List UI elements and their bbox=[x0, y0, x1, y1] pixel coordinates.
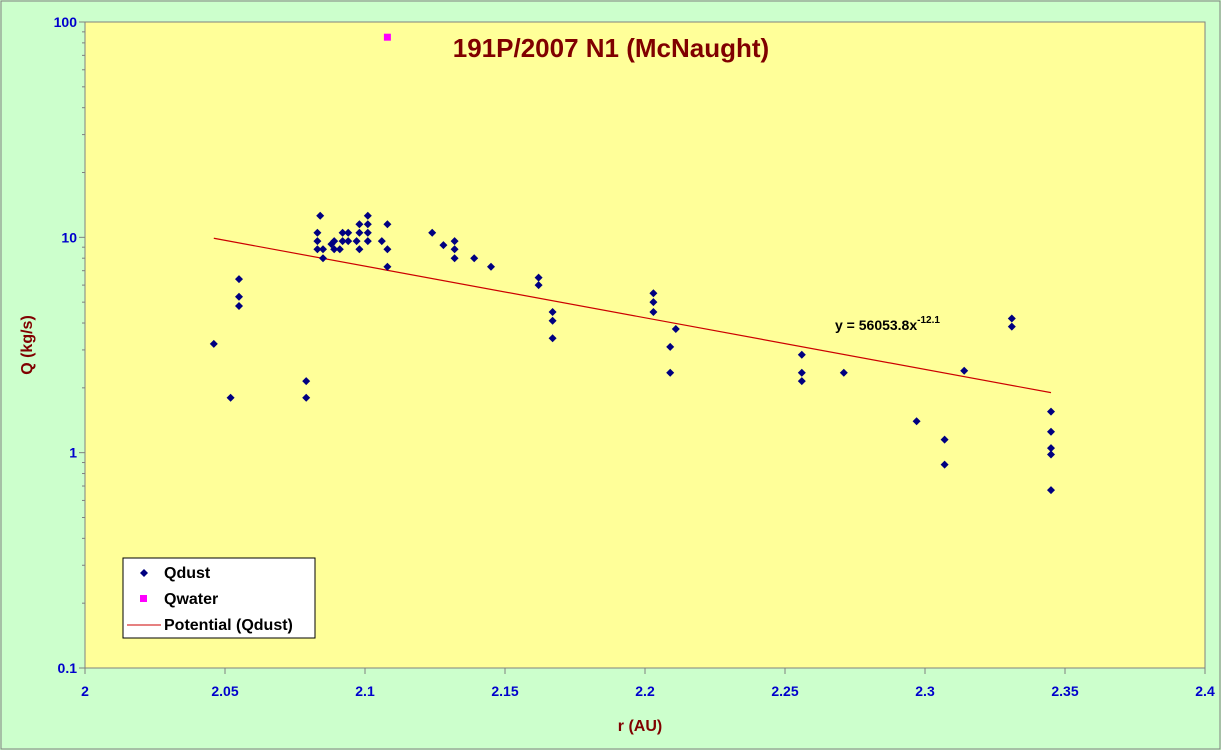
y-axis-title: Q (kg/s) bbox=[19, 315, 36, 375]
y-tick-label: 100 bbox=[54, 14, 78, 30]
x-tick-label: 2.15 bbox=[491, 683, 518, 699]
qdust-point bbox=[344, 228, 353, 237]
legend-qdust-label: Qdust bbox=[164, 565, 211, 582]
qdust-point bbox=[534, 273, 543, 282]
x-tick-label: 2.35 bbox=[1051, 683, 1078, 699]
qdust-point bbox=[383, 245, 392, 254]
qdust-point bbox=[1047, 427, 1055, 436]
legend-qwater-marker bbox=[140, 595, 147, 602]
qdust-point bbox=[235, 292, 243, 301]
qdust-point bbox=[344, 237, 353, 246]
qdust-point bbox=[1007, 314, 1016, 323]
qdust-point bbox=[666, 342, 675, 351]
qdust-point bbox=[534, 281, 543, 290]
y-tick-label: 10 bbox=[61, 229, 77, 245]
qdust-point bbox=[226, 393, 235, 402]
qdust-point bbox=[960, 366, 969, 375]
qdust-point bbox=[1047, 486, 1055, 495]
x-tick-label: 2.1 bbox=[355, 683, 375, 699]
qdust-point bbox=[338, 228, 347, 237]
qdust-point bbox=[338, 237, 347, 246]
qdust-point bbox=[383, 220, 392, 229]
qdust-point bbox=[797, 350, 806, 359]
qdust-point bbox=[649, 308, 658, 317]
x-tick-label: 2 bbox=[81, 683, 89, 699]
x-tick-label: 2.4 bbox=[1195, 683, 1215, 699]
qdust-point bbox=[235, 301, 243, 310]
qwater-point bbox=[383, 33, 391, 41]
x-tick-label: 2.3 bbox=[915, 683, 935, 699]
chart-title: 191P/2007 N1 (McNaught) bbox=[453, 33, 769, 63]
points-layer bbox=[209, 33, 1055, 495]
x-tick-label: 2.05 bbox=[211, 683, 238, 699]
qdust-point bbox=[548, 334, 557, 343]
qdust-point bbox=[352, 237, 361, 246]
y-tick-label: 0.1 bbox=[58, 660, 78, 676]
qdust-point bbox=[839, 368, 848, 377]
qdust-point bbox=[1047, 450, 1055, 459]
qdust-point bbox=[363, 228, 372, 237]
qdust-point bbox=[363, 237, 372, 246]
legend-qdust-marker bbox=[140, 569, 148, 577]
trendline-equation-exponent: -12.1 bbox=[917, 315, 940, 326]
qdust-point bbox=[209, 339, 218, 348]
qdust-point bbox=[302, 377, 311, 386]
qdust-point bbox=[313, 237, 322, 246]
qdust-point bbox=[313, 228, 322, 237]
x-tick-label: 2.25 bbox=[771, 683, 798, 699]
qdust-point bbox=[355, 245, 364, 254]
legend-qwater-label: Qwater bbox=[164, 591, 218, 608]
qdust-point bbox=[797, 377, 806, 386]
qdust-point bbox=[797, 368, 806, 377]
qdust-point bbox=[319, 254, 327, 263]
x-axis-title: r (AU) bbox=[618, 718, 662, 735]
qdust-point bbox=[363, 220, 372, 229]
y-tick-label: 1 bbox=[69, 445, 77, 461]
qdust-point bbox=[548, 308, 557, 317]
qdust-point bbox=[439, 241, 448, 250]
qdust-point bbox=[649, 289, 658, 298]
qdust-point bbox=[470, 254, 479, 263]
qdust-point bbox=[450, 245, 459, 254]
qdust-point bbox=[940, 460, 949, 469]
qdust-point bbox=[302, 393, 311, 402]
qdust-point bbox=[335, 245, 344, 254]
qdust-point bbox=[355, 228, 364, 237]
y-axis: 0.1 1 10 100 bbox=[54, 14, 85, 676]
qdust-point bbox=[450, 254, 459, 263]
x-axis: 2 2.05 2.1 2.15 2.2 2.25 2.3 2.35 2.4 bbox=[81, 668, 1215, 699]
trendline-qdust bbox=[213, 237, 1052, 394]
qdust-point bbox=[1047, 407, 1055, 416]
qdust-point bbox=[912, 417, 921, 426]
qdust-point bbox=[363, 211, 372, 220]
qdust-point bbox=[940, 435, 949, 444]
qdust-point bbox=[235, 275, 243, 284]
qdust-point bbox=[377, 237, 386, 246]
qdust-point bbox=[671, 325, 680, 334]
qdust-point bbox=[1047, 444, 1055, 453]
qdust-point bbox=[330, 245, 339, 254]
qdust-point bbox=[316, 211, 325, 220]
qdust-point bbox=[649, 298, 658, 307]
x-tick-label: 2.2 bbox=[635, 683, 655, 699]
legend-trendline-label: Potential (Qdust) bbox=[164, 617, 293, 634]
legend: Qdust Qwater Potential (Qdust) bbox=[122, 557, 316, 639]
trendline-equation: y = 56053.8x-12.1 bbox=[835, 315, 940, 333]
qdust-point bbox=[487, 262, 495, 271]
qdust-point bbox=[355, 220, 364, 229]
qdust-point bbox=[666, 368, 675, 377]
qdust-point bbox=[548, 316, 557, 325]
qdust-point bbox=[383, 262, 392, 271]
qdust-point bbox=[330, 237, 339, 246]
qdust-point bbox=[1007, 322, 1016, 331]
trendline-layer bbox=[213, 237, 1052, 394]
trendline-equation-base: y = 56053.8x bbox=[835, 317, 917, 333]
qdust-point bbox=[450, 237, 459, 246]
qdust-point bbox=[319, 245, 327, 254]
qdust-point bbox=[313, 245, 322, 254]
qdust-point bbox=[428, 228, 437, 237]
